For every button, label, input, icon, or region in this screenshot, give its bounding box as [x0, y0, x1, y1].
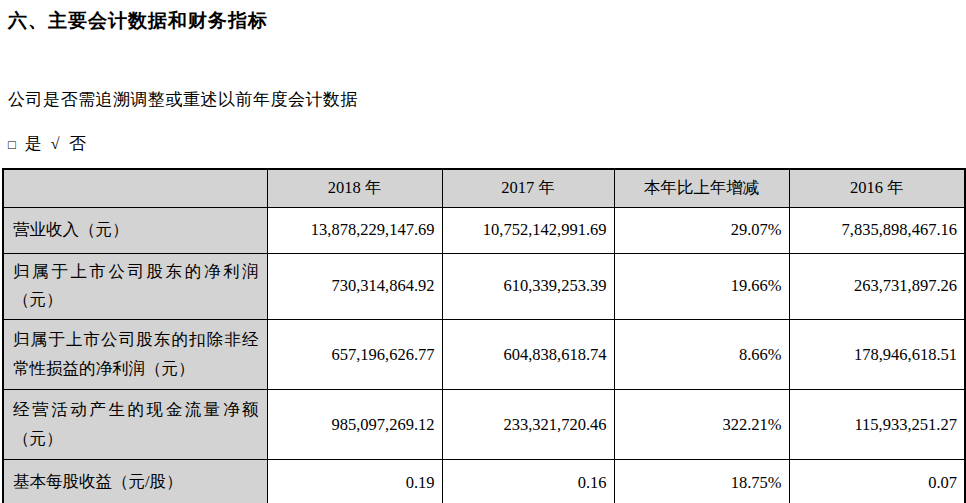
value-2017: 0.16 [442, 460, 614, 503]
value-2016: 115,933,251.27 [789, 390, 965, 460]
value-change: 322.21% [614, 390, 789, 460]
no-label: 否 [69, 132, 86, 155]
value-change: 29.07% [614, 207, 789, 253]
value-2018: 657,196,626.77 [267, 320, 442, 390]
financial-indicators-table: 2018 年 2017 年 本年比上年增减 2016 年 营业收入（元） 13,… [2, 168, 966, 503]
header-2016: 2016 年 [789, 169, 965, 207]
value-change: 8.66% [614, 320, 789, 390]
value-2016: 0.07 [789, 460, 965, 503]
value-2016: 178,946,618.51 [789, 320, 965, 390]
value-2017: 233,321,720.46 [442, 390, 614, 460]
table-row-operating-revenue: 营业收入（元） 13,878,229,147.69 10,752,142,991… [3, 207, 965, 253]
no-checkmark-icon: √ [51, 135, 60, 153]
value-2018: 730,314,864.92 [267, 253, 442, 320]
row-label: 经营活动产生的现金流量净额（元） [3, 390, 267, 460]
value-2018: 13,878,229,147.69 [267, 207, 442, 253]
header-2017: 2017 年 [442, 169, 614, 207]
table-row-net-profit-excl-nonrecurring: 归属于上市公司股东的扣除非经常性损益的净利润（元） 657,196,626.77… [3, 320, 965, 390]
value-2017: 604,838,618.74 [442, 320, 614, 390]
header-yoy-change: 本年比上年增减 [614, 169, 789, 207]
table-row-basic-eps: 基本每股收益（元/股） 0.19 0.16 18.75% 0.07 [3, 460, 965, 503]
value-2017: 610,339,253.39 [442, 253, 614, 320]
value-change: 19.66% [614, 253, 789, 320]
value-2018: 985,097,269.12 [267, 390, 442, 460]
row-label: 基本每股收益（元/股） [3, 460, 267, 503]
header-indicator [3, 169, 267, 207]
header-2018: 2018 年 [267, 169, 442, 207]
table-row-net-profit: 归属于上市公司股东的净利润（元） 730,314,864.92 610,339,… [3, 253, 965, 320]
value-2017: 10,752,142,991.69 [442, 207, 614, 253]
yes-no-choice-line: □ 是 √ 否 [8, 132, 964, 155]
value-2018: 0.19 [267, 460, 442, 503]
restatement-question: 公司是否需追溯调整或重述以前年度会计数据 [8, 88, 964, 111]
row-label: 归属于上市公司股东的扣除非经常性损益的净利润（元） [3, 320, 267, 390]
table-header-row: 2018 年 2017 年 本年比上年增减 2016 年 [3, 169, 965, 207]
yes-label: 是 [25, 132, 42, 155]
row-label: 营业收入（元） [3, 207, 267, 253]
row-label: 归属于上市公司股东的净利润（元） [3, 253, 267, 320]
yes-checkbox-icon: □ [8, 137, 16, 153]
value-2016: 7,835,898,467.16 [789, 207, 965, 253]
table-row-operating-cash-flow: 经营活动产生的现金流量净额（元） 985,097,269.12 233,321,… [3, 390, 965, 460]
document-page: 六、主要会计数据和财务指标 公司是否需追溯调整或重述以前年度会计数据 □ 是 √… [0, 0, 966, 503]
section-title: 六、主要会计数据和财务指标 [8, 8, 964, 34]
value-2016: 263,731,897.26 [789, 253, 965, 320]
value-change: 18.75% [614, 460, 789, 503]
